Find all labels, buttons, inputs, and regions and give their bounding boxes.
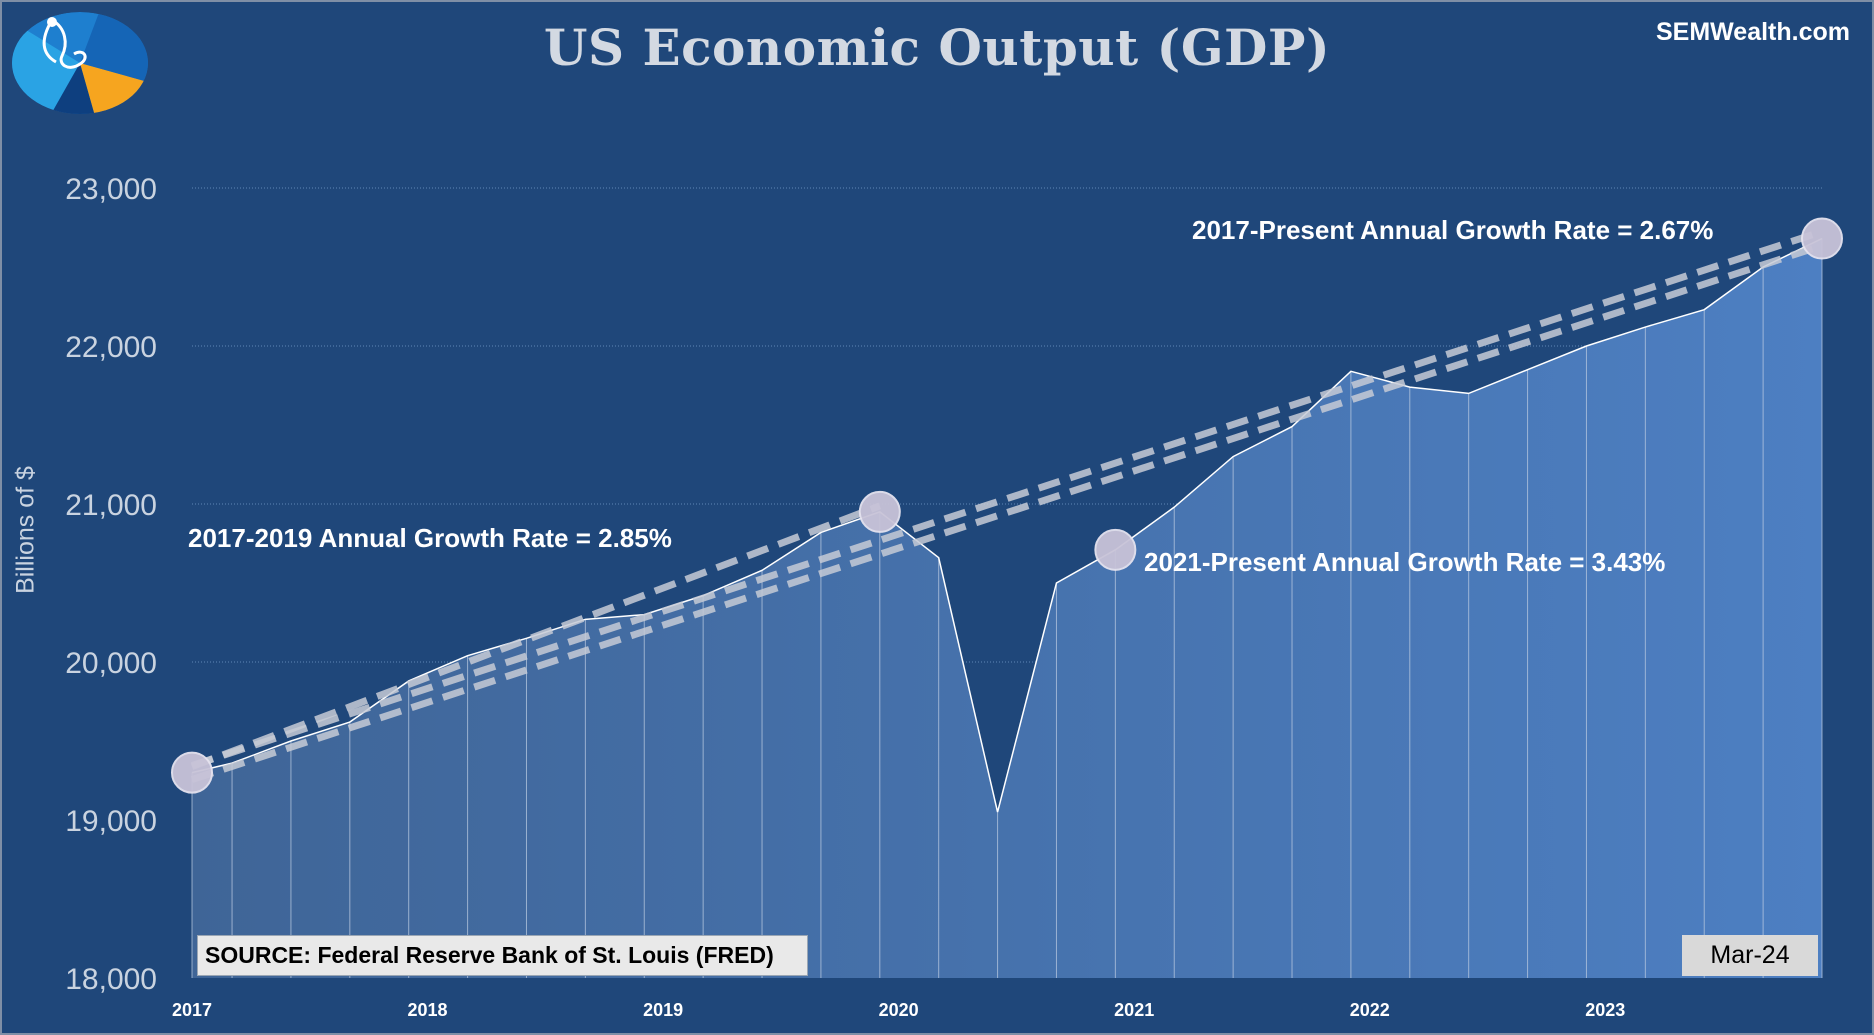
trend-label-2017-present: 2017-Present Annual Growth Rate = 2.67% <box>1192 215 1713 245</box>
source-note: SOURCE: Federal Reserve Bank of St. Loui… <box>197 935 808 976</box>
x-tick-label: 2023 <box>1585 1000 1625 1020</box>
x-tick-label: 2020 <box>879 1000 919 1020</box>
gdp-series-line <box>191 237 1823 813</box>
x-tick-label: 2019 <box>643 1000 683 1020</box>
x-tick-label: 2018 <box>408 1000 448 1020</box>
trendlines <box>190 228 1824 783</box>
trendline-2 <box>190 242 1824 783</box>
trend-label-2017-2019: 2017-2019 Annual Growth Rate = 2.85% <box>188 523 672 553</box>
x-tick-label: 2022 <box>1350 1000 1390 1020</box>
drop-lines <box>191 238 1823 978</box>
sem-wealth-logo-icon <box>12 12 148 114</box>
marker-2 <box>1094 528 1137 571</box>
marker-3 <box>1801 217 1843 260</box>
gdp-area <box>192 238 1822 978</box>
marker-1 <box>858 490 901 533</box>
y-tick-label: 19,000 <box>65 805 157 838</box>
trend-label-2021-present: 2021-Present Annual Growth Rate = 3.43% <box>1144 547 1665 577</box>
date-badge: Mar-24 <box>1682 935 1818 976</box>
y-tick-label: 18,000 <box>65 963 157 996</box>
x-ticks: 2017 2018 2019 2020 2021 2022 2023 <box>172 1000 1625 1020</box>
brand-label: SEMWealth.com <box>1655 18 1850 46</box>
y-ticks: 18,000 19,000 20,000 21,000 22,000 23,000 <box>65 173 157 996</box>
marker-0 <box>171 751 213 794</box>
y-tick-label: 20,000 <box>65 647 157 680</box>
y-tick-label: 23,000 <box>65 173 157 206</box>
x-tick-label: 2021 <box>1114 1000 1154 1020</box>
trendline-0 <box>190 502 882 770</box>
y-tick-label: 22,000 <box>65 331 157 364</box>
x-tick-label: 2017 <box>172 1000 212 1020</box>
y-tick-label: 21,000 <box>65 489 157 522</box>
markers <box>171 217 1843 794</box>
chart-title: US Economic Output (GDP) <box>543 18 1331 77</box>
trendline-1 <box>190 228 1824 769</box>
